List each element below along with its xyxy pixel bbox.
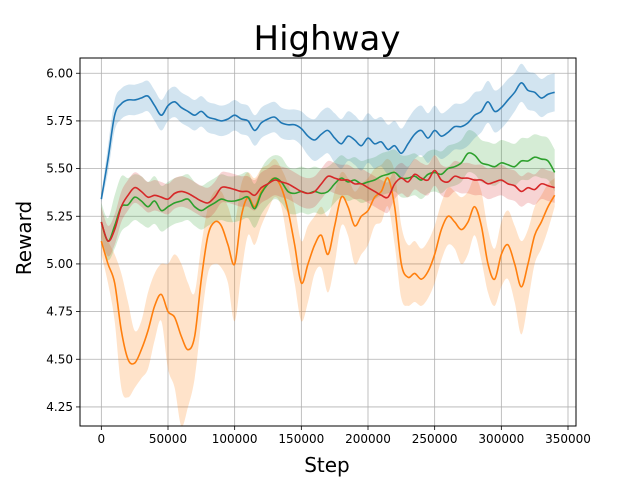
x-tick-label: 350000 xyxy=(545,432,591,446)
series-1-band xyxy=(101,129,555,261)
chart-title: Highway xyxy=(254,19,401,59)
x-tick-label: 250000 xyxy=(412,432,458,446)
x-tick-label: 50000 xyxy=(149,432,187,446)
series-3-line xyxy=(100,81,555,200)
y-axis-label: Reward xyxy=(12,201,36,275)
x-axis-ticks: 0 50000 100000 150000 200000 250000 300000 3500… xyxy=(98,426,591,446)
series-0-band xyxy=(101,158,555,427)
y-tick-label: 6.00 xyxy=(46,66,73,80)
x-tick-label: 200000 xyxy=(345,432,391,446)
plot-frame xyxy=(79,57,577,427)
series-3-band xyxy=(101,63,555,203)
x-axis-label: Step xyxy=(304,453,350,477)
y-tick-label: 4.50 xyxy=(46,352,73,366)
series-0-line xyxy=(100,177,556,365)
grid-lines xyxy=(80,58,576,426)
x-tick-label: 150000 xyxy=(278,432,324,446)
y-tick-label: 4.75 xyxy=(46,305,73,319)
y-tick-label: 5.00 xyxy=(46,257,73,271)
y-tick-label: 5.50 xyxy=(46,162,73,176)
x-tick-label: 300000 xyxy=(478,432,524,446)
series-1-line xyxy=(100,152,556,242)
y-tick-label: 4.25 xyxy=(46,400,73,414)
y-tick-label: 5.25 xyxy=(46,209,73,223)
series-2-line xyxy=(100,169,555,242)
x-tick-label: 0 xyxy=(98,432,106,446)
y-tick-label: 5.75 xyxy=(46,114,73,128)
series-lines xyxy=(100,81,556,365)
y-axis-ticks: 4.25 4.50 4.75 5.00 5.25 5.50 5.75 6.00 xyxy=(46,66,80,414)
x-tick-label: 100000 xyxy=(212,432,258,446)
